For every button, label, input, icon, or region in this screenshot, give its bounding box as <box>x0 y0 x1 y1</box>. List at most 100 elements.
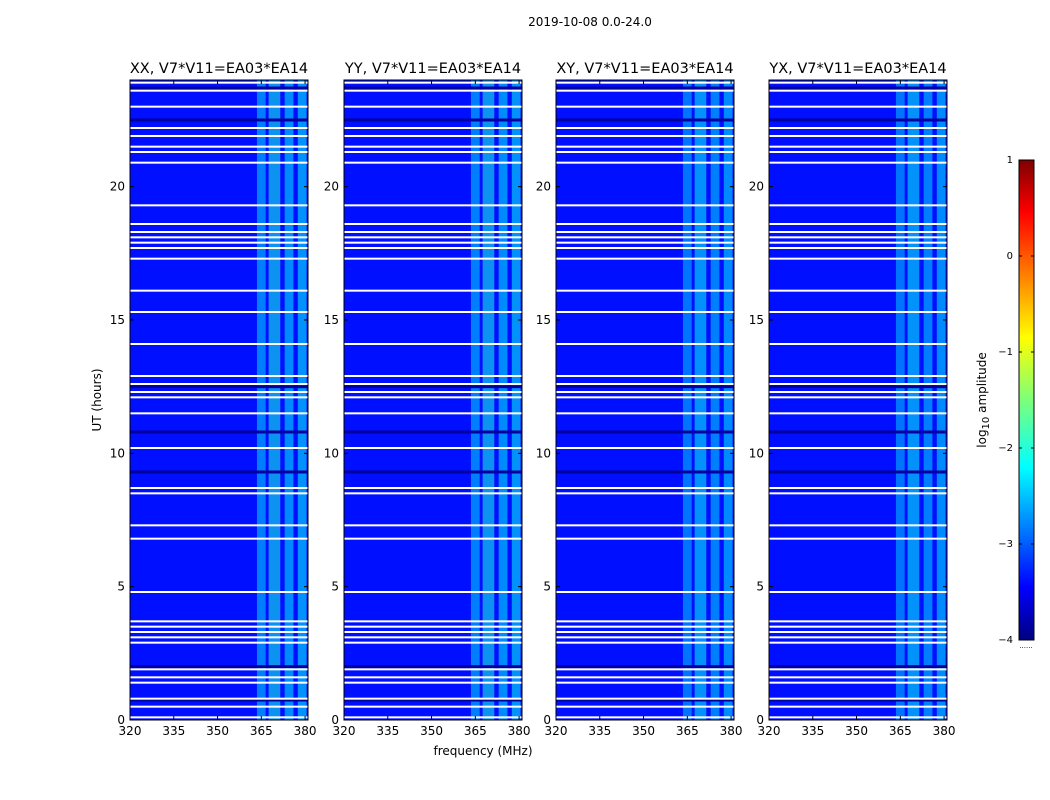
flagged-row <box>130 343 308 345</box>
flagged-row <box>769 204 947 207</box>
x-tick-label: 320 <box>333 724 356 738</box>
dark-row <box>130 385 308 389</box>
x-tick-label: 350 <box>206 724 229 738</box>
flagged-row <box>769 641 947 644</box>
panel-xy: XY, V7*V11=EA03*EA14 320 335 350 365 380 0 5 10 1… <box>536 61 743 738</box>
flagged-row <box>130 257 308 260</box>
flagged-row <box>769 383 947 385</box>
flagged-row <box>769 375 947 377</box>
dark-row <box>556 118 734 122</box>
flagged-row <box>130 537 308 540</box>
flagged-row <box>769 236 947 239</box>
flagged-row <box>130 631 308 633</box>
panel-title: YX, V7*V11=EA03*EA14 <box>768 61 946 77</box>
flagged-row <box>556 127 734 129</box>
flagged-row <box>344 375 522 377</box>
flagged-row <box>769 668 947 671</box>
flagged-row <box>556 311 734 313</box>
flagged-row <box>556 223 734 225</box>
x-tick-label: 380 <box>933 724 956 738</box>
flagged-row <box>344 681 522 684</box>
x-tick-label: 365 <box>250 724 273 738</box>
heatmap-background <box>130 80 308 720</box>
flagged-row <box>130 681 308 684</box>
flagged-row <box>556 412 734 415</box>
flagged-row <box>130 383 308 385</box>
panel-title: XY, V7*V11=EA03*EA14 <box>556 61 733 77</box>
flagged-row <box>344 223 522 225</box>
colorbar-label: log10 amplitude <box>975 352 992 447</box>
y-tick-label: 20 <box>536 180 551 194</box>
flagged-row <box>769 412 947 415</box>
y-tick-label: 15 <box>749 313 764 327</box>
dark-row <box>130 665 308 669</box>
flagged-row <box>769 135 947 137</box>
y-tick-label: 15 <box>324 313 339 327</box>
x-tick-label: 350 <box>420 724 443 738</box>
flagged-row <box>130 151 308 153</box>
dark-row <box>769 430 947 434</box>
flagged-row <box>556 537 734 540</box>
flagged-row <box>344 620 522 623</box>
flagged-row <box>344 447 522 449</box>
flagged-row <box>130 492 308 495</box>
dark-row <box>556 86 734 90</box>
y-tick-label: 10 <box>110 446 125 460</box>
y-tick-label: 0 <box>543 713 551 727</box>
flagged-row <box>556 636 734 639</box>
dark-row <box>556 385 734 389</box>
flagged-row <box>769 396 947 399</box>
panel-title: YY, V7*V11=EA03*EA14 <box>344 61 521 77</box>
flagged-row <box>344 524 522 527</box>
flagged-row <box>344 236 522 239</box>
rfi-band <box>268 80 281 720</box>
y-tick-label: 5 <box>756 580 764 594</box>
flagged-row <box>556 241 734 244</box>
flagged-row <box>769 705 947 708</box>
panel-frame <box>343 79 523 721</box>
y-axis-label: UT (hours) <box>90 368 104 431</box>
flagged-row <box>556 343 734 345</box>
dark-row <box>130 118 308 122</box>
panel-frame <box>129 79 309 721</box>
flagged-row <box>130 289 308 292</box>
flagged-row <box>556 716 734 719</box>
rfi-band <box>923 80 933 720</box>
flagged-row <box>556 625 734 628</box>
flagged-row <box>344 396 522 399</box>
flagged-row <box>130 641 308 644</box>
x-tick-label: 320 <box>758 724 781 738</box>
flagged-row <box>344 247 522 249</box>
flagged-row <box>556 161 734 164</box>
rfi-band <box>710 80 720 720</box>
flagged-row <box>344 151 522 153</box>
y-tick-label: 15 <box>110 313 125 327</box>
flagged-row <box>130 161 308 164</box>
flagged-row <box>769 676 947 679</box>
x-tick-label: 365 <box>889 724 912 738</box>
flagged-row <box>556 631 734 633</box>
flagged-row <box>344 127 522 129</box>
flagged-row <box>130 247 308 249</box>
flagged-row <box>344 591 522 593</box>
flagged-row <box>769 247 947 249</box>
rfi-band <box>256 80 266 720</box>
rfi-band <box>470 80 480 720</box>
colorbar-tick-label: −4 <box>998 635 1013 646</box>
flagged-row <box>344 145 522 148</box>
flagged-row <box>344 289 522 292</box>
flagged-row <box>344 676 522 679</box>
colorbar-tick-label: −2 <box>998 443 1013 454</box>
flagged-row <box>556 524 734 527</box>
colorbar: 1 0 −1 −2 −3 −4 log10 amplitude ...... <box>975 155 1035 650</box>
dark-row <box>556 430 734 434</box>
rfi-band <box>482 80 495 720</box>
rfi-band <box>895 80 905 720</box>
rfi-band <box>723 80 733 720</box>
dark-row <box>344 118 522 122</box>
dark-row <box>344 430 522 434</box>
flagged-row <box>344 204 522 207</box>
flagged-row <box>130 591 308 593</box>
flagged-row <box>769 89 947 92</box>
colorbar-under-label: ...... <box>1019 642 1032 650</box>
